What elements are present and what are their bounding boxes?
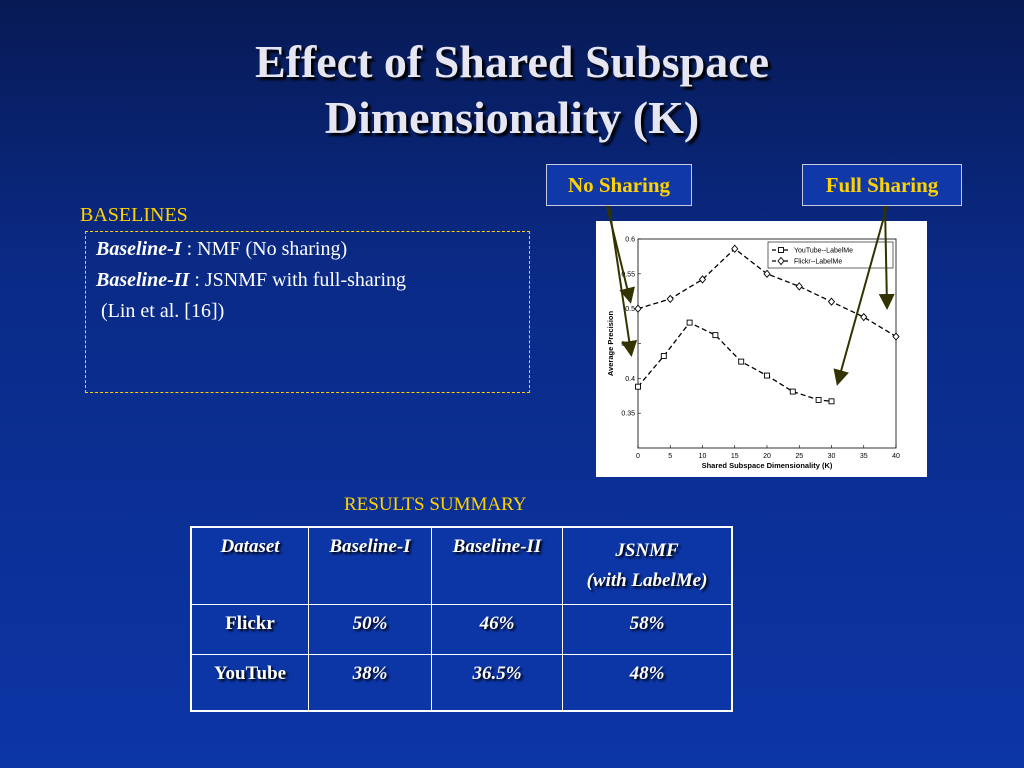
- data-point-0: [660, 353, 667, 359]
- table-row: Flickr 50% 46% 58%: [190, 604, 733, 655]
- y-tick-label: 0.4: [625, 376, 635, 383]
- data-point-0: [828, 398, 835, 405]
- chart-svg: 0 5 10 15 20 25 30 35 40 0.35 0.4 0.45 0.5 0.55 0.6 Sha…: [606, 237, 900, 471]
- data-point-0: [635, 383, 641, 390]
- x-tick-label: 15: [731, 453, 739, 460]
- cell-baseline-2: 46%: [431, 604, 563, 655]
- title-line-2: Dimensionality (K): [324, 92, 700, 143]
- baseline-citation: (Lin et al. [16]): [101, 300, 225, 322]
- data-point-1: [634, 304, 642, 313]
- x-tick-label: 5: [668, 453, 672, 460]
- y-tick-label: 0.5: [625, 306, 635, 313]
- cell-baseline-2: 36.5%: [431, 654, 563, 711]
- baselines-heading: BASELINES: [80, 204, 188, 226]
- header-jsnmf-line2: (with LabelMe): [586, 570, 708, 591]
- baseline-1-line: Baseline-I : NMF (No sharing): [96, 238, 347, 261]
- header-baseline-1: Baseline-I: [308, 526, 432, 605]
- data-point-1: [892, 332, 900, 341]
- baseline-1-name: Baseline-I: [96, 238, 182, 260]
- data-point-1: [763, 269, 771, 279]
- full-sharing-callout: Full Sharing: [802, 164, 962, 206]
- y-tick-label: 0.6: [625, 237, 635, 244]
- legend-marker-0: [778, 247, 784, 253]
- data-point-1: [731, 244, 739, 253]
- cell-baseline-1: 50%: [308, 604, 432, 655]
- x-axis-label: Shared Subspace Dimensionality (K): [702, 461, 833, 470]
- baseline-2-name: Baseline-II: [96, 269, 190, 291]
- title-line-1: Effect of Shared Subspace: [254, 36, 770, 87]
- results-table: Dataset Baseline-I Baseline-II JSNMF (wi…: [190, 526, 733, 712]
- x-tick-label: 40: [892, 453, 900, 460]
- series-line-0: [637, 321, 832, 402]
- baseline-2-line: Baseline-II : JSNMF with full-sharing: [96, 269, 406, 292]
- slide-title: Effect of Shared Subspace Dimensionality…: [0, 34, 1024, 146]
- cell-baseline-1: 38%: [308, 654, 432, 711]
- data-point-0: [764, 372, 770, 379]
- x-tick-label: 20: [763, 453, 771, 460]
- cell-dataset: YouTube: [190, 654, 309, 711]
- x-tick-label: 10: [699, 453, 707, 460]
- baseline-2-desc: : JSNMF with full-sharing: [189, 269, 407, 291]
- cell-dataset: Flickr: [190, 604, 309, 655]
- y-tick-label: 0.35: [621, 411, 635, 418]
- header-jsnmf-line1: JSNMF: [615, 540, 679, 561]
- data-point-0: [712, 332, 719, 339]
- legend-label-0: YouTube--LabelMe: [794, 248, 853, 255]
- header-jsnmf: JSNMF (with LabelMe): [562, 526, 733, 605]
- x-tick-label: 30: [828, 453, 836, 460]
- x-tick-label: 0: [636, 453, 640, 460]
- baselines-box: [85, 231, 530, 393]
- data-point-1: [666, 294, 674, 304]
- no-sharing-callout: No Sharing: [546, 164, 692, 206]
- data-point-1: [860, 312, 868, 322]
- y-tick-label: 0.55: [621, 271, 635, 278]
- precision-chart: 0 5 10 15 20 25 30 35 40 0.35 0.4 0.45 0.5 0.55 0.6 Sha…: [596, 221, 927, 477]
- header-baseline-2: Baseline-II: [431, 526, 563, 605]
- data-point-1: [827, 297, 836, 306]
- results-heading: RESULTS SUMMARY: [344, 494, 527, 515]
- table-header-row: Dataset Baseline-I Baseline-II JSNMF (wi…: [190, 526, 733, 605]
- data-point-0: [686, 319, 693, 326]
- header-dataset: Dataset: [190, 526, 309, 605]
- legend-label-1: Flickr--LabelMe: [794, 259, 842, 266]
- data-point-0: [789, 388, 796, 395]
- cell-jsnmf: 58%: [562, 604, 733, 655]
- y-axis-label: Average Precision: [606, 310, 615, 376]
- cell-jsnmf: 48%: [562, 654, 733, 711]
- data-point-0: [738, 358, 745, 365]
- legend-marker-1: [777, 256, 785, 266]
- y-tick-label: 0.45: [621, 341, 635, 348]
- x-tick-label: 35: [860, 453, 868, 460]
- data-point-0: [815, 396, 822, 403]
- table-row: YouTube 38% 36.5% 48%: [190, 654, 733, 711]
- data-point-1: [698, 275, 707, 284]
- baseline-1-desc: : NMF (No sharing): [181, 238, 348, 260]
- x-tick-label: 25: [795, 453, 803, 460]
- data-point-1: [795, 282, 803, 291]
